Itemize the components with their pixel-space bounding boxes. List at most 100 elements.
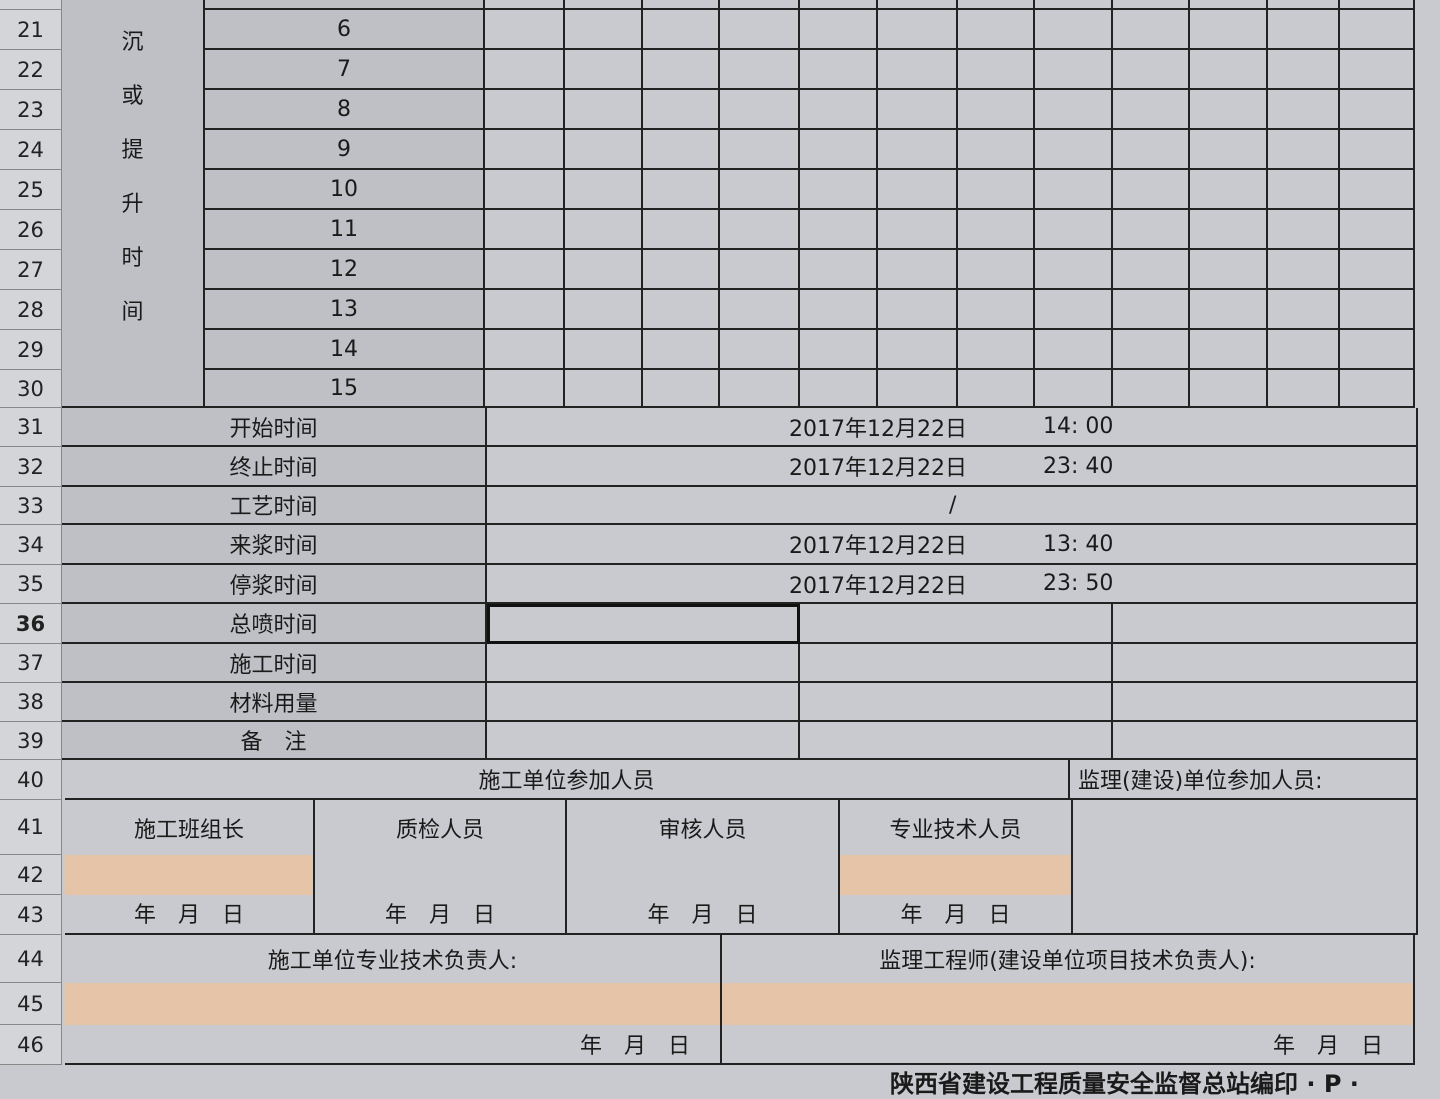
data-cell[interactable] [565, 50, 643, 90]
time-label[interactable]: 工艺时间 [62, 487, 487, 525]
data-cell[interactable] [485, 210, 565, 250]
data-cell[interactable] [643, 90, 720, 130]
row-header[interactable]: 46 [0, 1025, 62, 1065]
index-cell[interactable]: 6 [205, 10, 485, 50]
index-cell[interactable]: 8 [205, 90, 485, 130]
data-cell[interactable] [1113, 130, 1190, 170]
row-header[interactable]: 26 [0, 210, 62, 250]
data-cell[interactable] [1268, 50, 1340, 90]
data-cell[interactable] [1113, 90, 1190, 130]
data-cell[interactable] [565, 0, 643, 10]
data-cell[interactable] [565, 210, 643, 250]
data-cell[interactable] [643, 130, 720, 170]
data-cell[interactable] [565, 290, 643, 330]
supervision-staff-header[interactable]: 监理(建设)单位参加人员: [1070, 760, 1418, 800]
data-cell[interactable] [800, 130, 878, 170]
data-cell[interactable] [958, 210, 1035, 250]
data-cell[interactable] [1190, 170, 1268, 210]
data-cell[interactable] [958, 250, 1035, 290]
staff-role-label[interactable]: 施工班组长 [65, 800, 315, 855]
data-cell[interactable] [958, 50, 1035, 90]
value-cell[interactable] [800, 644, 1113, 683]
data-cell[interactable] [1340, 50, 1415, 90]
index-cell[interactable]: 14 [205, 330, 485, 370]
supervisor-signature[interactable] [722, 983, 1415, 1025]
data-cell[interactable] [1340, 210, 1415, 250]
data-cell[interactable] [485, 130, 565, 170]
data-cell[interactable] [1113, 50, 1190, 90]
tech-lead-signature[interactable] [65, 983, 722, 1025]
data-cell[interactable] [1268, 170, 1340, 210]
data-cell[interactable] [958, 290, 1035, 330]
data-cell[interactable] [720, 330, 800, 370]
data-cell[interactable] [643, 170, 720, 210]
data-cell[interactable] [643, 10, 720, 50]
data-cell[interactable] [1340, 290, 1415, 330]
data-cell[interactable] [878, 90, 958, 130]
data-cell[interactable] [1190, 90, 1268, 130]
time-value-cell[interactable]: 2017年12月22日 13: 40 [487, 525, 1418, 565]
data-cell[interactable] [1113, 210, 1190, 250]
data-cell[interactable] [1035, 10, 1113, 50]
time-value-cell[interactable]: / [487, 487, 1418, 525]
row-header[interactable]: 25 [0, 170, 62, 210]
data-cell[interactable] [565, 250, 643, 290]
data-cell[interactable] [958, 0, 1035, 10]
data-cell[interactable] [958, 370, 1035, 408]
index-cell[interactable]: 7 [205, 50, 485, 90]
data-cell[interactable] [1340, 90, 1415, 130]
value-cell[interactable] [487, 644, 800, 683]
row-header[interactable]: 21 [0, 10, 62, 50]
data-cell[interactable] [1035, 290, 1113, 330]
data-cell[interactable] [643, 250, 720, 290]
data-cell[interactable] [1190, 330, 1268, 370]
value-cell[interactable] [487, 683, 800, 722]
tech-lead-date[interactable]: 年 月 日 [65, 1025, 722, 1065]
index-cell[interactable] [205, 0, 485, 10]
data-cell[interactable] [565, 130, 643, 170]
data-cell[interactable] [720, 50, 800, 90]
row-header[interactable]: 28 [0, 290, 62, 330]
data-cell[interactable] [1190, 130, 1268, 170]
row-label[interactable]: 备 注 [62, 722, 487, 760]
index-cell[interactable]: 10 [205, 170, 485, 210]
data-cell[interactable] [1035, 90, 1113, 130]
data-cell[interactable] [720, 90, 800, 130]
staff-date-cell[interactable]: 年 月 日 [567, 895, 840, 935]
row-header[interactable]: 42 [0, 855, 62, 895]
data-cell[interactable] [958, 170, 1035, 210]
data-cell[interactable] [1340, 250, 1415, 290]
index-cell[interactable]: 12 [205, 250, 485, 290]
data-cell[interactable] [800, 10, 878, 50]
data-cell[interactable] [878, 250, 958, 290]
data-cell[interactable] [1268, 0, 1340, 10]
row-label[interactable]: 施工时间 [62, 644, 487, 683]
time-value-cell[interactable]: 2017年12月22日 14: 00 [487, 408, 1418, 447]
data-cell[interactable] [958, 10, 1035, 50]
data-cell[interactable] [1035, 170, 1113, 210]
data-cell[interactable] [878, 290, 958, 330]
data-cell[interactable] [1113, 250, 1190, 290]
data-cell[interactable] [485, 0, 565, 10]
staff-date-cell[interactable]: 年 月 日 [315, 895, 567, 935]
value-cell[interactable] [1113, 683, 1418, 722]
data-cell[interactable] [485, 50, 565, 90]
data-cell[interactable] [485, 250, 565, 290]
staff-date-cell[interactable]: 年 月 日 [65, 895, 315, 935]
tech-lead-label[interactable]: 施工单位专业技术负责人: [65, 935, 722, 983]
row-header[interactable]: 34 [0, 525, 62, 565]
data-cell[interactable] [720, 170, 800, 210]
data-cell[interactable] [878, 50, 958, 90]
value-cell[interactable] [1113, 644, 1418, 683]
data-cell[interactable] [1268, 250, 1340, 290]
data-cell[interactable] [720, 250, 800, 290]
data-cell[interactable] [1268, 10, 1340, 50]
time-label[interactable]: 终止时间 [62, 447, 487, 487]
value-cell[interactable] [1113, 604, 1418, 644]
data-cell[interactable] [485, 330, 565, 370]
row-header[interactable] [0, 0, 62, 10]
row-header[interactable]: 41 [0, 800, 62, 855]
data-cell[interactable] [1268, 210, 1340, 250]
data-cell[interactable] [643, 0, 720, 10]
data-cell[interactable] [565, 370, 643, 408]
